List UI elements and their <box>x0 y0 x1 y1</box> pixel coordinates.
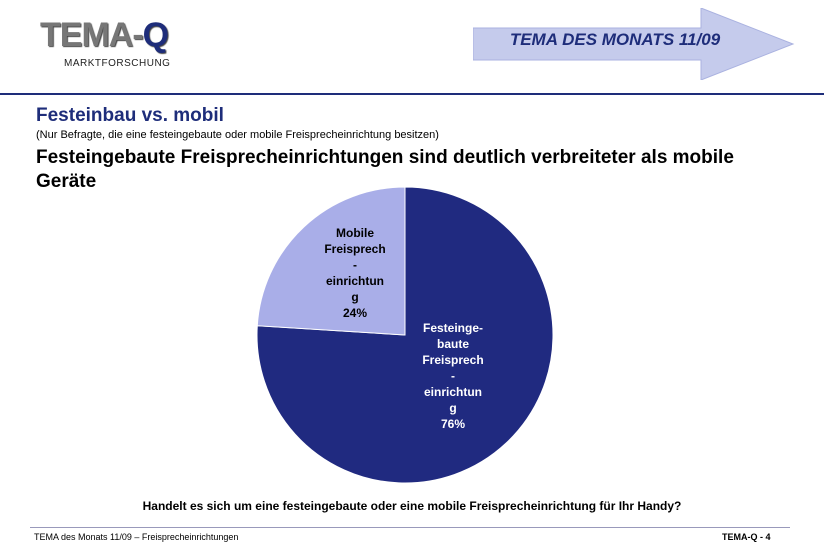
slice-label-festeingebaut-name: Festeinge- baute Freisprech - einrichtun… <box>422 321 484 415</box>
pie-chart <box>256 186 554 484</box>
slide-subtitle: Festeinbau vs. mobil <box>36 105 224 126</box>
footer-page-number: TEMA-Q - 4 <box>722 532 771 542</box>
survey-question: Handelt es sich um eine festeingebaute o… <box>142 499 682 513</box>
slice-value-mobile: 24% <box>342 306 368 320</box>
footer-divider <box>30 527 790 528</box>
slice-value-festeingebaut: 76% <box>440 417 466 431</box>
slice-label-mobile: Mobile Freisprech - einrichtun g 24% <box>300 225 410 321</box>
slice-label-festeingebaut: Festeinge- baute Freisprech - einrichtun… <box>398 320 508 432</box>
logo-subtitle: MARKTFORSCHUNG <box>64 58 171 69</box>
banner-title: TEMA DES MONATS 11/09 <box>509 30 721 49</box>
pie-slice-mobile <box>256 186 406 336</box>
banner-arrow <box>473 8 795 80</box>
base-note: (Nur Befragte, die eine festeingebaute o… <box>36 129 439 141</box>
slide-headline: Festeingebaute Freisprecheinrichtungen s… <box>36 147 734 192</box>
logo-wordmark: TEMA-Q <box>40 16 169 54</box>
footer-left-text: TEMA des Monats 11/09 – Freisprecheinric… <box>34 532 239 542</box>
slice-label-mobile-name: Mobile Freisprech - einrichtun g <box>324 226 386 304</box>
header-divider <box>0 93 824 95</box>
tema-q-logo: TEMA-Q MARKTFORSCHUNG <box>40 16 200 76</box>
